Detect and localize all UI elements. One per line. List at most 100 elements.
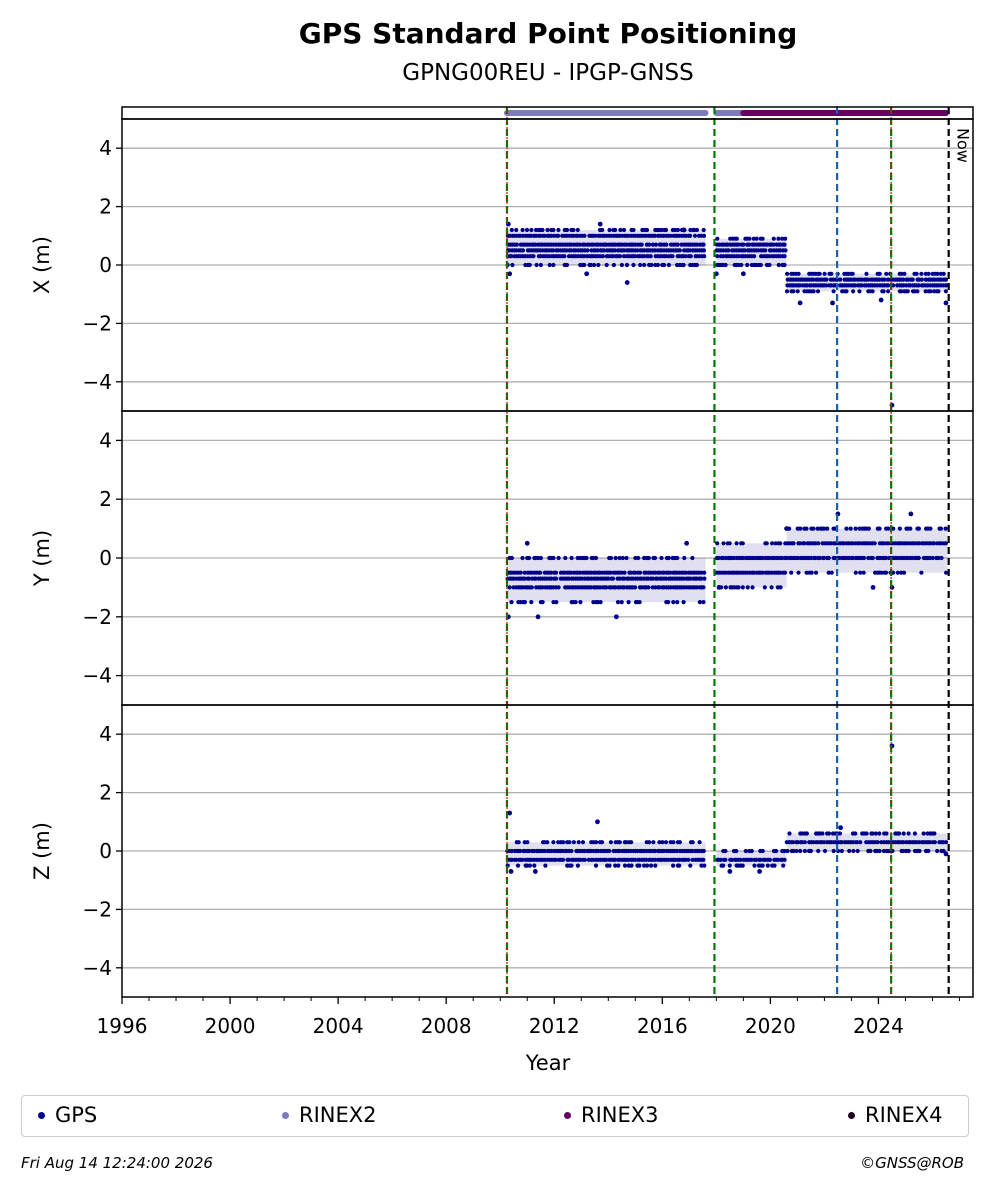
data-point (844, 289, 849, 294)
data-point (789, 570, 794, 575)
data-point (549, 576, 554, 581)
data-point (782, 857, 787, 862)
outlier-point (797, 300, 803, 306)
data-point (816, 541, 821, 546)
data-point (778, 248, 783, 253)
data-point (690, 840, 695, 845)
data-point (637, 570, 643, 575)
data-point (802, 840, 808, 845)
data-point (783, 248, 788, 253)
data-point (852, 283, 858, 288)
data-point (776, 236, 781, 241)
data-point (760, 236, 765, 241)
data-point (715, 236, 720, 241)
data-point (858, 840, 863, 845)
data-point (660, 840, 665, 845)
data-point (811, 289, 816, 294)
data-point (618, 254, 623, 259)
outlier-point (507, 810, 513, 816)
data-point (545, 227, 550, 233)
data-point (877, 848, 882, 854)
data-point (522, 576, 527, 581)
data-point (778, 541, 783, 546)
data-point (624, 555, 629, 561)
data-point (864, 831, 869, 836)
data-point (522, 570, 527, 575)
data-point (936, 289, 941, 294)
data-point (547, 262, 552, 268)
data-point (881, 848, 887, 854)
data-point (529, 227, 534, 233)
y-tick-label: 0 (99, 546, 112, 570)
data-point (932, 541, 937, 546)
data-point (647, 840, 652, 845)
data-point (540, 585, 545, 590)
data-point (571, 840, 577, 845)
outlier-point (740, 271, 746, 277)
data-point (631, 262, 636, 268)
data-point (899, 289, 904, 294)
data-point (718, 857, 723, 862)
data-point (677, 863, 682, 868)
data-point (850, 840, 855, 845)
data-point (932, 831, 937, 836)
data-point (866, 277, 871, 282)
data-point (645, 863, 650, 868)
data-point (734, 848, 739, 854)
data-point (690, 857, 695, 862)
outlier-point (878, 297, 884, 303)
data-point (802, 541, 807, 546)
data-point (844, 526, 849, 531)
data-point (804, 526, 809, 531)
data-point (585, 248, 590, 253)
data-point (723, 848, 728, 854)
data-point (567, 840, 572, 845)
data-point (688, 254, 693, 259)
data-point (899, 271, 904, 276)
data-point (635, 248, 640, 253)
data-point (646, 555, 651, 561)
data-point (511, 585, 516, 590)
data-point (936, 555, 941, 561)
data-point (804, 570, 809, 575)
data-point (608, 555, 614, 561)
chart-title: GPS Standard Point Positioning (299, 17, 798, 50)
data-point (938, 526, 944, 531)
data-point (851, 848, 856, 854)
data-point (584, 555, 589, 561)
data-point (901, 277, 906, 282)
data-point (783, 236, 788, 241)
data-point (758, 262, 763, 268)
data-point (939, 555, 944, 561)
data-point (610, 576, 616, 581)
data-point (671, 600, 676, 605)
data-point (729, 857, 735, 862)
data-point (575, 227, 580, 233)
data-point (569, 863, 574, 868)
data-point (765, 863, 770, 868)
data-point (690, 555, 695, 561)
data-point (551, 227, 556, 233)
data-point (811, 277, 816, 282)
data-point (556, 233, 561, 238)
data-point (811, 526, 816, 531)
data-point (916, 526, 922, 531)
x-tick-label: 2016 (637, 1014, 688, 1038)
data-point (870, 289, 875, 294)
data-point (633, 585, 638, 590)
data-point (701, 600, 706, 605)
data-point (902, 271, 907, 276)
data-point (760, 570, 765, 575)
data-point (686, 857, 691, 862)
data-point (938, 271, 943, 276)
outlier-point (684, 540, 690, 546)
data-point (666, 600, 671, 605)
data-point (926, 848, 931, 854)
data-point (699, 576, 704, 581)
data-point (533, 576, 538, 581)
data-point (657, 840, 662, 845)
data-point (596, 262, 601, 268)
data-point (551, 248, 556, 253)
data-point (785, 848, 790, 854)
data-point (721, 254, 726, 259)
